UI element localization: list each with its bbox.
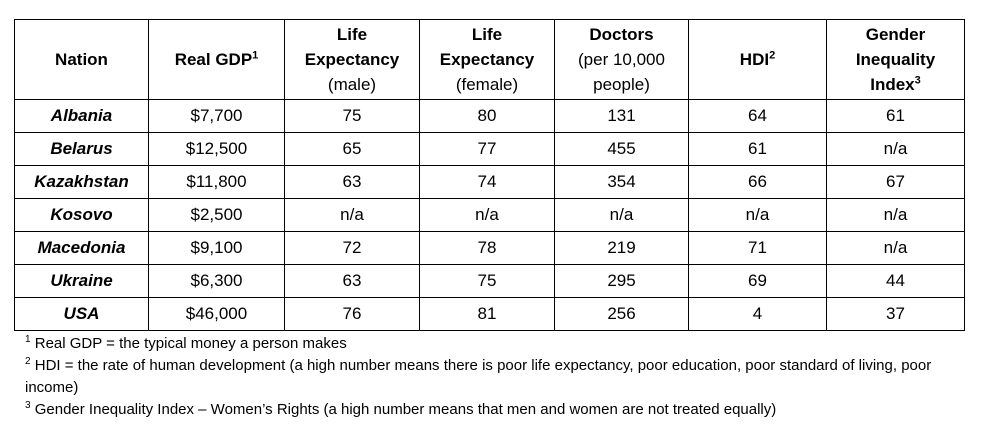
cell-life-female: 80 [419, 99, 555, 133]
header-doctors-line1: Doctors [589, 25, 654, 44]
header-gii-line1: Gender [865, 25, 926, 44]
cell-gii: n/a [826, 132, 965, 166]
cell-nation: Kazakhstan [14, 165, 149, 199]
cell-life-male: 63 [284, 165, 420, 199]
cell-life-male: 63 [284, 264, 420, 298]
cell-hdi: 61 [688, 132, 827, 166]
cell-gdp: $6,300 [148, 264, 285, 298]
table-row: Ukraine $6,300 63 75 295 69 44 [14, 264, 965, 298]
footnote-text: Gender Inequality Index – Women’s Rights… [30, 401, 777, 418]
table-row: Macedonia $9,100 72 78 219 71 n/a [14, 231, 965, 265]
footnote-number: 2 [25, 356, 31, 367]
cell-hdi: 71 [688, 231, 827, 265]
cell-gdp: $46,000 [148, 297, 285, 331]
table-row: Kazakhstan $11,800 63 74 354 66 67 [14, 165, 965, 199]
header-gii-line3-text: Index [870, 75, 915, 94]
footnote-number: 1 [25, 334, 31, 345]
cell-hdi: 4 [688, 297, 827, 331]
cell-life-female: 74 [419, 165, 555, 199]
footnote-number: 3 [25, 400, 31, 411]
header-gii-line3: Index3 [827, 72, 964, 97]
cell-nation: Kosovo [14, 198, 149, 232]
header-nation: Nation [14, 19, 149, 100]
cell-life-female: 77 [419, 132, 555, 166]
cell-doctors: 455 [554, 132, 689, 166]
cell-hdi: 66 [688, 165, 827, 199]
table-row: Kosovo $2,500 n/a n/a n/a n/a n/a [14, 198, 965, 232]
header-life-female-line3: (female) [455, 75, 519, 94]
cell-life-male: 72 [284, 231, 420, 265]
cell-doctors: 256 [554, 297, 689, 331]
header-life-male: Life Expectancy (male) [284, 19, 420, 100]
header-life-male-line1: Life [336, 25, 368, 44]
header-hdi-footnote-mark: 2 [769, 49, 776, 62]
cell-doctors: n/a [554, 198, 689, 232]
cell-life-female: n/a [419, 198, 555, 232]
cell-gdp: $9,100 [148, 231, 285, 265]
cell-doctors: 131 [554, 99, 689, 133]
header-nation-label: Nation [55, 50, 108, 69]
header-gii-line2: Inequality [855, 50, 936, 69]
cell-gdp: $12,500 [148, 132, 285, 166]
header-gii: Gender Inequality Index3 [826, 19, 965, 100]
table-row: Albania $7,700 75 80 131 64 61 [14, 99, 965, 133]
cell-life-male: 75 [284, 99, 420, 133]
footnote: 2 HDI = the rate of human development (a… [25, 355, 975, 399]
cell-gii: 67 [826, 165, 965, 199]
cell-life-male: 65 [284, 132, 420, 166]
cell-doctors: 354 [554, 165, 689, 199]
cell-hdi: n/a [688, 198, 827, 232]
cell-hdi: 69 [688, 264, 827, 298]
header-doctors-line2: (per 10,000 [578, 50, 665, 69]
header-life-female-line1: Life [471, 25, 503, 44]
cell-life-female: 81 [419, 297, 555, 331]
cell-hdi: 64 [688, 99, 827, 133]
cell-gdp: $7,700 [148, 99, 285, 133]
footnotes: 1 Real GDP = the typical money a person … [25, 333, 975, 421]
table-row: Belarus $12,500 65 77 455 61 n/a [14, 132, 965, 166]
header-life-female-line2: Expectancy [439, 50, 535, 69]
cell-life-female: 75 [419, 264, 555, 298]
cell-gii: n/a [826, 231, 965, 265]
footnote-text: HDI = the rate of human development (a h… [25, 357, 932, 396]
header-gdp-footnote-mark: 1 [252, 49, 259, 62]
table-row: USA $46,000 76 81 256 4 37 [14, 297, 965, 331]
cell-nation: USA [14, 297, 149, 331]
cell-gdp: $11,800 [148, 165, 285, 199]
header-life-female: Life Expectancy (female) [419, 19, 555, 100]
cell-life-female: 78 [419, 231, 555, 265]
footnote: 3 Gender Inequality Index – Women’s Righ… [25, 399, 975, 421]
header-life-male-line2: Expectancy [304, 50, 400, 69]
header-doctors: Doctors (per 10,000 people) [554, 19, 689, 100]
cell-life-male: n/a [284, 198, 420, 232]
cell-nation: Albania [14, 99, 149, 133]
header-life-male-line3: (male) [327, 75, 377, 94]
footnote-text: Real GDP = the typical money a person ma… [30, 335, 347, 352]
header-doctors-line3: people) [593, 75, 650, 94]
cell-gdp: $2,500 [148, 198, 285, 232]
cell-nation: Ukraine [14, 264, 149, 298]
cell-doctors: 219 [554, 231, 689, 265]
cell-gii: 37 [826, 297, 965, 331]
cell-life-male: 76 [284, 297, 420, 331]
country-indicators-table: Nation Real GDP1 Life Expectancy (male) … [14, 19, 965, 331]
footnote: 1 Real GDP = the typical money a person … [25, 333, 975, 355]
header-gdp: Real GDP1 [148, 19, 285, 100]
cell-nation: Belarus [14, 132, 149, 166]
cell-gii: 44 [826, 264, 965, 298]
cell-gii: n/a [826, 198, 965, 232]
cell-doctors: 295 [554, 264, 689, 298]
cell-nation: Macedonia [14, 231, 149, 265]
header-row: Nation Real GDP1 Life Expectancy (male) … [14, 19, 965, 100]
header-gdp-label: Real GDP [174, 50, 253, 69]
cell-gii: 61 [826, 99, 965, 133]
header-hdi-label: HDI [739, 50, 770, 69]
header-gii-footnote-mark: 3 [914, 74, 921, 87]
header-hdi: HDI2 [688, 19, 827, 100]
